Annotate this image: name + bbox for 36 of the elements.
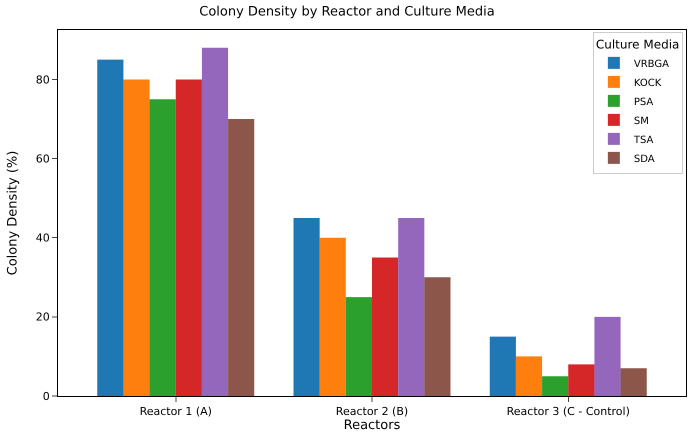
bar bbox=[542, 376, 568, 396]
y-tick-label: 80 bbox=[36, 73, 50, 86]
chart-title: Colony Density by Reactor and Culture Media bbox=[199, 4, 495, 20]
bar bbox=[372, 258, 398, 396]
y-tick-label: 60 bbox=[36, 152, 50, 166]
bar bbox=[490, 336, 516, 396]
bar bbox=[320, 238, 346, 396]
y-tick-label: 40 bbox=[36, 232, 50, 245]
x-tick-label: Reactor 3 (C - Control) bbox=[506, 405, 630, 418]
x-tick-label: Reactor 2 (B) bbox=[336, 405, 408, 418]
legend-label: SM bbox=[634, 116, 649, 127]
legend-label: PSA bbox=[634, 96, 654, 108]
y-tick-label: 20 bbox=[36, 310, 50, 324]
bar bbox=[398, 218, 424, 396]
y-tick-label: 0 bbox=[42, 390, 50, 403]
bar bbox=[228, 119, 254, 396]
bar bbox=[176, 79, 202, 396]
legend-label: SDA bbox=[634, 154, 655, 165]
legend-label: KOCK bbox=[634, 78, 662, 89]
bar bbox=[346, 297, 372, 396]
bar bbox=[516, 356, 542, 396]
legend-label: VRBGA bbox=[634, 58, 670, 70]
y-axis-title: Colony Density (%) bbox=[6, 150, 21, 276]
bar bbox=[123, 79, 150, 396]
bar bbox=[620, 368, 647, 396]
x-tick-label: Reactor 1 (A) bbox=[140, 405, 212, 418]
bar bbox=[202, 48, 228, 396]
x-axis-title: Reactors bbox=[344, 418, 401, 434]
bar bbox=[594, 316, 621, 396]
bar bbox=[97, 60, 124, 396]
legend-label: TSA bbox=[632, 134, 654, 146]
bar bbox=[568, 364, 594, 396]
bar bbox=[150, 99, 176, 396]
bar bbox=[294, 218, 320, 396]
bar bbox=[424, 277, 450, 396]
legend-title: Culture Media bbox=[596, 37, 680, 52]
